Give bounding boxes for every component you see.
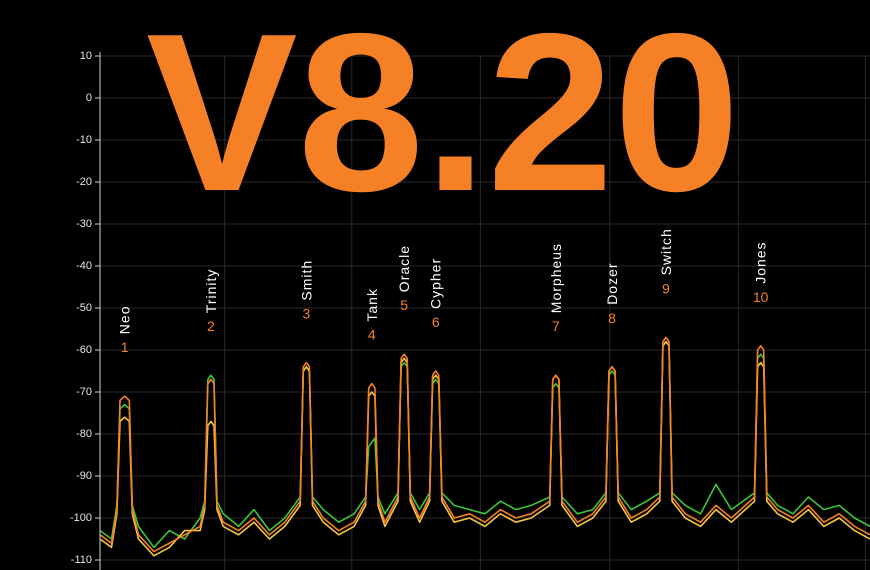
- channel-number: 8: [608, 310, 616, 326]
- subtitle: WIRELESS: [165, 0, 521, 8]
- channel-name: Cypher: [428, 258, 444, 309]
- trace: [99, 340, 870, 557]
- y-tick-label: -90: [76, 470, 92, 482]
- y-tick-label: -30: [76, 218, 92, 230]
- trace: [99, 340, 870, 549]
- channel-name: Jones: [753, 241, 769, 283]
- channel-number: 9: [662, 280, 670, 296]
- title: V8.20: [146, 0, 740, 238]
- channel-name: Neo: [117, 306, 133, 335]
- y-tick-label: 10: [80, 50, 92, 62]
- trace: [99, 336, 870, 553]
- y-tick-label: -100: [70, 512, 92, 524]
- channel-name: Tank: [364, 288, 380, 322]
- channel-number: 2: [207, 318, 215, 334]
- y-tick-label: -70: [76, 386, 92, 398]
- y-tick-label: -50: [76, 302, 92, 314]
- channel-name: Oracle: [396, 245, 412, 292]
- y-tick-label: -60: [76, 344, 92, 356]
- traces: [99, 336, 870, 557]
- y-tick-label: -40: [76, 260, 92, 272]
- channel-name: Morpheus: [548, 243, 564, 313]
- y-ticks: 10 0 -10 -20 -30 -40 -50 -60 -70 -80 -90 -100 -110: [70, 50, 100, 566]
- y-tick-label: -80: [76, 428, 92, 440]
- channel-number: 6: [432, 314, 440, 330]
- grid: [100, 55, 870, 570]
- channel-number: 5: [400, 297, 408, 313]
- channel-name: Dozer: [604, 262, 620, 304]
- channel-name: Switch: [658, 228, 674, 275]
- channel-number: 10: [753, 289, 769, 305]
- y-tick-label: -110: [71, 554, 92, 566]
- y-tick-label: -20: [76, 176, 92, 188]
- y-tick-label: -10: [76, 134, 92, 146]
- channel-number: 3: [302, 306, 310, 322]
- channel-name: Smith: [298, 260, 314, 301]
- channel-name: Trinity: [203, 269, 219, 314]
- channel-labels: 1 Neo 2 Trinity 3 Smith 4 Tank 5 Oracle 6 Cypher 7 Mo…: [117, 228, 769, 355]
- channel-number: 7: [552, 318, 560, 334]
- channel-number: 4: [368, 327, 376, 343]
- y-tick-label: 0: [86, 92, 92, 104]
- channel-number: 1: [121, 339, 129, 355]
